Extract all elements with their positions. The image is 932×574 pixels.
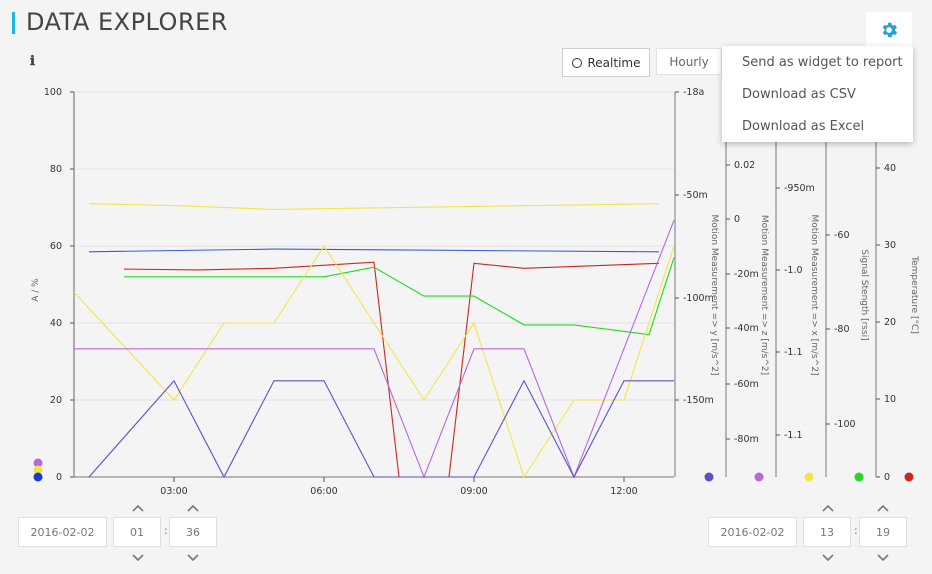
legend-dot — [854, 472, 864, 482]
legend-dot — [804, 472, 814, 482]
secondary-tick-label: 0 — [734, 214, 740, 225]
secondary-tick-label: -80 — [834, 324, 850, 335]
settings-dropdown-menu: Send as widget to report Download as CSV… — [722, 46, 913, 142]
legend-dot — [904, 472, 914, 482]
radio-circle-icon — [571, 57, 582, 68]
secondary-tick-label: 10 — [884, 394, 896, 405]
secondary-tick-label: 0.02 — [734, 160, 755, 171]
end-minute-down-icon[interactable] — [876, 553, 890, 563]
legend-dot — [754, 472, 764, 482]
secondary-tick-label: -150m — [683, 395, 714, 406]
legend-dot — [33, 472, 43, 482]
y-tick-label: 80 — [50, 164, 62, 175]
secondary-tick-label: -20m — [734, 269, 759, 280]
series-line — [73, 244, 675, 479]
end-hour-up-icon[interactable] — [821, 503, 835, 513]
x-tick-label: 12:00 — [610, 486, 637, 497]
secondary-tick-label: -1.1 — [784, 347, 803, 358]
hourly-button[interactable]: Hourly — [656, 48, 722, 75]
legend-dot — [33, 465, 43, 475]
secondary-tick-label: 40 — [884, 163, 896, 174]
end-hour-field[interactable]: 13 — [803, 517, 851, 547]
y-tick-label: 100 — [44, 87, 62, 98]
menu-item-send-widget[interactable]: Send as widget to report — [742, 55, 903, 70]
start-minute-up-icon[interactable] — [186, 503, 200, 513]
secondary-tick-label: 0 — [884, 472, 890, 483]
end-time-separator: : — [854, 524, 858, 537]
start-hour-up-icon[interactable] — [131, 503, 145, 513]
secondary-tick-label: 20 — [884, 317, 896, 328]
secondary-tick-label: -950m — [784, 183, 815, 194]
legend-dot — [33, 458, 43, 468]
gear-icon — [882, 22, 898, 38]
secondary-tick-label: -60m — [734, 379, 759, 390]
secondary-axis-title: Motion Measurement => z [m/s^2] — [759, 215, 769, 375]
start-minute-down-icon[interactable] — [186, 553, 200, 563]
end-minute-up-icon[interactable] — [876, 503, 890, 513]
secondary-tick-label: -1.1 — [784, 430, 803, 441]
realtime-button[interactable]: Realtime — [562, 48, 650, 77]
series-line — [88, 248, 660, 253]
secondary-tick-label: -100 — [834, 419, 856, 430]
series-line — [123, 261, 660, 478]
secondary-axis-title: Signal Stength [rssi] — [859, 249, 869, 340]
menu-item-download-excel[interactable]: Download as Excel — [742, 119, 865, 134]
series-line — [74, 220, 675, 479]
y-tick-label: 20 — [50, 395, 62, 406]
x-tick-label: 03:00 — [160, 486, 187, 497]
start-minute-field[interactable]: 36 — [169, 517, 217, 547]
end-minute-field[interactable]: 19 — [859, 517, 907, 547]
page-title: DATA EXPLORER — [26, 8, 228, 36]
menu-item-download-csv[interactable]: Download as CSV — [742, 87, 856, 102]
series-line — [88, 379, 674, 479]
secondary-tick-label: -60 — [834, 230, 850, 241]
series-line — [88, 203, 660, 210]
secondary-axis-title: Temperature [°C] — [909, 255, 919, 334]
info-icon[interactable]: ℹ — [30, 54, 35, 69]
y-tick-label: 60 — [50, 241, 62, 252]
secondary-axis-title: Motion Measurement => y [m/s^2] — [709, 215, 719, 376]
y-axis-title: A / % — [31, 278, 41, 302]
x-tick-label: 09:00 — [460, 486, 487, 497]
secondary-tick-label: -1.0 — [784, 265, 803, 276]
secondary-tick-label: -18a — [683, 87, 704, 98]
secondary-tick-label: -80m — [734, 434, 759, 445]
settings-button[interactable] — [866, 12, 912, 48]
start-time-separator: : — [164, 524, 168, 537]
y-tick-label: 40 — [50, 318, 62, 329]
secondary-axis-title: Motion Measurement => x [m/s^2] — [809, 215, 819, 376]
end-date-field[interactable]: 2016-02-02 — [708, 517, 797, 547]
y-tick-label: 0 — [56, 472, 62, 483]
end-hour-down-icon[interactable] — [821, 553, 835, 563]
secondary-tick-label: -100m — [683, 293, 714, 304]
chart-grid — [74, 91, 674, 478]
series-line — [124, 257, 675, 336]
chart-series — [73, 203, 675, 479]
realtime-label: Realtime — [587, 55, 641, 70]
start-hour-down-icon[interactable] — [131, 553, 145, 563]
secondary-tick-label: -50m — [683, 190, 708, 201]
legend-dot — [704, 472, 714, 482]
chart-legend — [33, 458, 914, 482]
secondary-tick-label: 30 — [884, 240, 896, 251]
x-tick-label: 06:00 — [310, 486, 337, 497]
start-date-field[interactable]: 2016-02-02 — [18, 517, 107, 547]
title-accent-bar — [12, 12, 15, 34]
start-hour-field[interactable]: 01 — [113, 517, 161, 547]
secondary-tick-label: -40m — [734, 323, 759, 334]
